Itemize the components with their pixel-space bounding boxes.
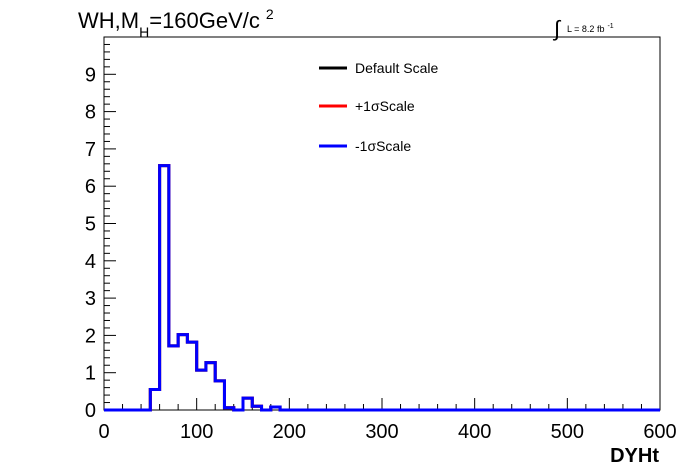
x-tick-label: 100 [180, 421, 213, 443]
legend-entry: -1σScale [355, 138, 411, 154]
legend: Default Scale +1σScale -1σScale [319, 60, 438, 154]
x-tick-label: 400 [458, 421, 491, 443]
y-tick-label: 6 [85, 176, 96, 198]
legend-entry: +1σScale [355, 98, 415, 114]
series-line [104, 164, 660, 412]
y-tick-label: 3 [85, 288, 96, 310]
series-line [104, 164, 660, 412]
y-tick-label: 9 [85, 64, 96, 86]
legend-entry: Default Scale [355, 60, 438, 76]
y-tick-label: 7 [85, 139, 96, 161]
y-tick-label: 8 [85, 102, 96, 124]
y-tick-label: 5 [85, 214, 96, 236]
plot-frame [103, 36, 661, 411]
y-tick-label: 2 [85, 325, 96, 347]
chart-title: WH,MH=160GeV/c 2 [78, 6, 274, 40]
series-line [104, 164, 660, 412]
lumi-integral-symbol: ∫ [552, 16, 562, 41]
y-tick-label: 4 [85, 251, 96, 273]
x-tick-label: 300 [365, 421, 398, 443]
x-tick-label: 0 [98, 421, 109, 443]
y-tick-label: 1 [85, 363, 96, 385]
lumi-label: L = 8.2 fb -1 [567, 23, 614, 34]
x-tick-label: 200 [273, 421, 306, 443]
x-axis-label: DYHt [610, 445, 659, 467]
x-axis: 0 100 200 300 400 500 600 [98, 398, 677, 443]
x-tick-label: 500 [551, 421, 584, 443]
x-tick-label: 600 [643, 421, 676, 443]
y-tick-label: 0 [85, 400, 96, 422]
series-layer [104, 164, 660, 412]
y-axis: 0 1 2 3 4 5 6 7 8 9 [85, 43, 116, 422]
